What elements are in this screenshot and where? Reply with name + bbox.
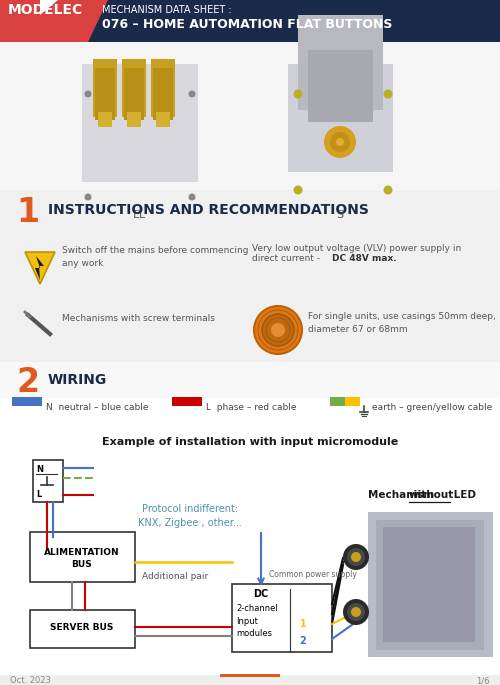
Bar bbox=[33, 460, 63, 502]
Circle shape bbox=[254, 306, 302, 354]
Circle shape bbox=[330, 132, 350, 152]
Circle shape bbox=[188, 193, 196, 201]
Text: For single units, use casings 50mm deep,
diameter 67 or 68mm: For single units, use casings 50mm deep,… bbox=[308, 312, 496, 334]
Bar bbox=[0, 230, 500, 362]
Bar bbox=[0, 190, 500, 230]
Text: Switch off the mains before commencing
any work: Switch off the mains before commencing a… bbox=[62, 246, 248, 268]
Bar bbox=[172, 397, 202, 406]
Circle shape bbox=[271, 323, 285, 337]
Text: WIRING: WIRING bbox=[48, 373, 107, 387]
Bar bbox=[298, 15, 383, 110]
Circle shape bbox=[294, 90, 302, 99]
Circle shape bbox=[84, 193, 91, 201]
Circle shape bbox=[262, 314, 294, 346]
Polygon shape bbox=[40, 0, 58, 15]
Circle shape bbox=[384, 90, 392, 99]
Bar bbox=[156, 112, 170, 127]
Text: N  neutral – blue cable: N neutral – blue cable bbox=[46, 403, 148, 412]
Bar bbox=[0, 422, 500, 670]
Text: Protocol indifferent:
KNX, Zigbee , other...: Protocol indifferent: KNX, Zigbee , othe… bbox=[138, 504, 242, 528]
Circle shape bbox=[324, 126, 356, 158]
Bar bbox=[220, 674, 280, 677]
Circle shape bbox=[351, 552, 361, 562]
Bar bbox=[345, 397, 360, 406]
Bar bbox=[0, 42, 500, 190]
Text: INSTRUCTIONS AND RECOMMENDATIONS: INSTRUCTIONS AND RECOMMENDATIONS bbox=[48, 203, 369, 217]
Bar bbox=[153, 68, 173, 120]
Bar bbox=[127, 112, 141, 127]
Text: earth – green/yellow cable: earth – green/yellow cable bbox=[372, 403, 492, 412]
Circle shape bbox=[351, 607, 361, 617]
Bar bbox=[376, 520, 484, 650]
Bar bbox=[12, 397, 42, 406]
Text: Mechanisms with screw terminals: Mechanisms with screw terminals bbox=[62, 314, 215, 323]
Text: 076 – HOME AUTOMATION FLAT BUTTONS: 076 – HOME AUTOMATION FLAT BUTTONS bbox=[102, 18, 393, 31]
Polygon shape bbox=[35, 256, 44, 280]
Text: Common power supply: Common power supply bbox=[269, 570, 357, 579]
Text: L: L bbox=[36, 490, 41, 499]
Text: S: S bbox=[336, 210, 344, 220]
Circle shape bbox=[343, 599, 369, 625]
Bar bbox=[0, 675, 500, 685]
Text: Example of installation with input micromodule: Example of installation with input micro… bbox=[102, 437, 398, 447]
Circle shape bbox=[343, 544, 369, 570]
Text: DC: DC bbox=[254, 589, 268, 599]
Polygon shape bbox=[25, 252, 55, 284]
Bar bbox=[368, 512, 493, 657]
Bar bbox=[232, 584, 332, 652]
Text: MODELEC: MODELEC bbox=[8, 3, 83, 17]
Text: 1: 1 bbox=[300, 619, 306, 629]
Bar bbox=[288, 64, 393, 172]
Text: 2: 2 bbox=[300, 636, 306, 646]
Text: 1/6: 1/6 bbox=[476, 676, 490, 685]
Bar bbox=[0, 0, 500, 42]
Circle shape bbox=[294, 186, 302, 195]
Circle shape bbox=[336, 138, 344, 146]
Bar bbox=[98, 112, 112, 127]
Text: Oct. 2023: Oct. 2023 bbox=[10, 676, 51, 685]
Bar bbox=[151, 59, 175, 117]
Polygon shape bbox=[0, 0, 108, 42]
Bar bbox=[330, 397, 345, 406]
Text: LED: LED bbox=[450, 490, 476, 500]
Bar bbox=[383, 527, 475, 642]
Bar bbox=[122, 59, 146, 117]
Bar bbox=[93, 59, 117, 117]
Circle shape bbox=[188, 90, 196, 97]
Text: SERVER BUS: SERVER BUS bbox=[50, 623, 114, 632]
Text: direct current -: direct current - bbox=[252, 254, 323, 263]
Circle shape bbox=[347, 603, 365, 621]
Text: without: without bbox=[409, 490, 454, 500]
Text: Very low output voltage (VLV) power supply in: Very low output voltage (VLV) power supp… bbox=[252, 244, 461, 253]
Text: N: N bbox=[36, 465, 43, 474]
Bar bbox=[30, 610, 135, 648]
Circle shape bbox=[347, 548, 365, 566]
Bar bbox=[30, 532, 135, 582]
Bar bbox=[0, 362, 500, 398]
Bar bbox=[95, 68, 115, 120]
Text: 2: 2 bbox=[16, 366, 39, 399]
Text: DC 48V max.: DC 48V max. bbox=[332, 254, 396, 263]
Bar bbox=[308, 50, 373, 122]
Text: 1: 1 bbox=[16, 196, 39, 229]
Text: L  phase – red cable: L phase – red cable bbox=[206, 403, 296, 412]
Text: Additional pair: Additional pair bbox=[142, 572, 208, 581]
Circle shape bbox=[84, 90, 91, 97]
Circle shape bbox=[384, 186, 392, 195]
Text: MECHANISM DATA SHEET :: MECHANISM DATA SHEET : bbox=[102, 5, 232, 15]
Text: Mechanism: Mechanism bbox=[368, 490, 438, 500]
Bar bbox=[82, 64, 198, 182]
Text: ALIMENTATION
BUS: ALIMENTATION BUS bbox=[44, 548, 120, 569]
Text: EL: EL bbox=[134, 210, 146, 220]
Text: 2-channel
Input
modules: 2-channel Input modules bbox=[236, 604, 278, 638]
Bar bbox=[0, 398, 500, 422]
Bar bbox=[124, 68, 144, 120]
